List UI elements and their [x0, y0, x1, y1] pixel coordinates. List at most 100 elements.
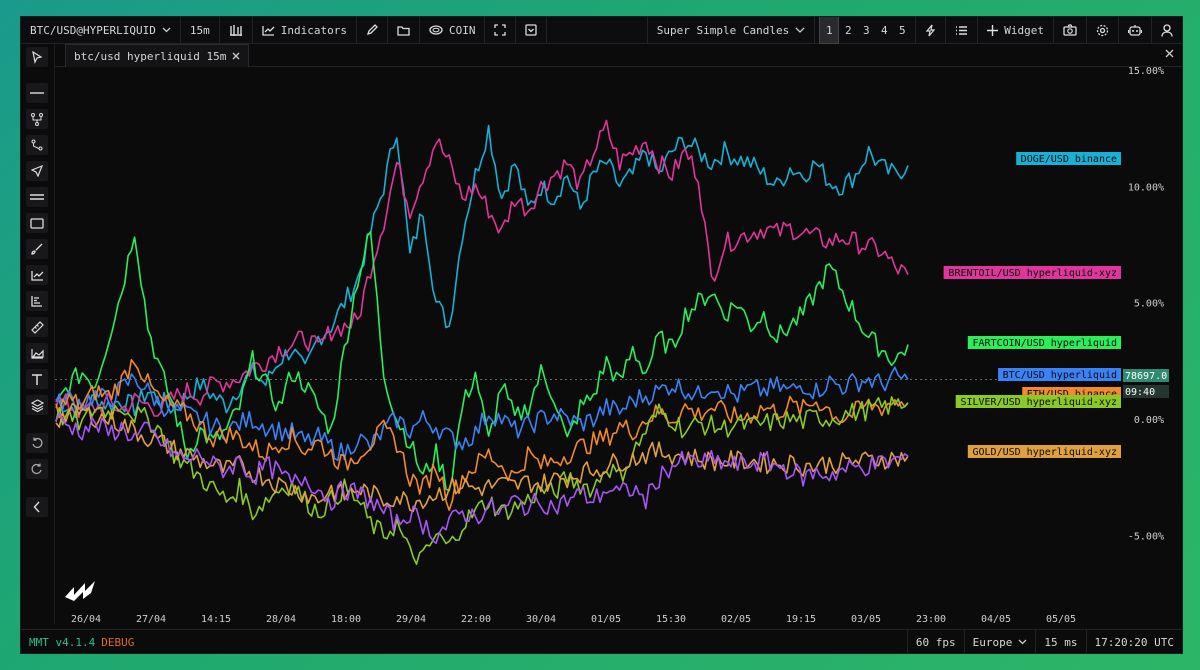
alerts-button[interactable] [916, 17, 947, 43]
layout-3[interactable]: 3 [862, 23, 870, 37]
coin-icon [429, 25, 443, 35]
symbol-label: BTC/USD@HYPERLIQUID [30, 23, 156, 37]
area-chart-icon [30, 348, 44, 359]
chart-tab[interactable]: btc/usd hyperliquid 15m [65, 44, 250, 67]
series-labels: DOGE/USD binance BRENTOIL/USD hyperliquid… [943, 152, 1121, 458]
undo-button[interactable] [26, 433, 48, 453]
robot-icon [1128, 25, 1142, 36]
series-label-box [1016, 152, 1121, 165]
chart-lines [55, 119, 909, 565]
layout-1[interactable]: 1 [819, 17, 840, 44]
bot-button[interactable] [1119, 17, 1152, 43]
account-button[interactable] [1152, 17, 1182, 43]
gear-icon [1096, 24, 1109, 36]
arrow-tool[interactable] [26, 161, 48, 181]
layout-4[interactable]: 4 [880, 23, 888, 37]
folder-button[interactable] [388, 17, 420, 43]
add-widget-button[interactable]: Widget [978, 17, 1054, 43]
path-tool[interactable] [26, 135, 48, 155]
coin-button[interactable]: COIN [420, 17, 486, 43]
draw-button[interactable] [357, 17, 388, 43]
series-line[interactable] [55, 413, 909, 544]
pitchfork-tool[interactable] [26, 109, 48, 129]
nodes-icon [31, 112, 43, 126]
undo-icon [32, 437, 43, 448]
save-button[interactable] [516, 17, 548, 43]
brand-logo [65, 581, 95, 601]
series-label-box [967, 445, 1121, 458]
lightning-icon [925, 24, 936, 36]
series-line[interactable] [55, 396, 909, 565]
settings-button[interactable] [1087, 17, 1119, 43]
x-tick-label: 23:00 [916, 614, 946, 625]
chevron-down-icon [162, 27, 171, 33]
series-label: DOGE/USD binance [1021, 154, 1117, 165]
series-line[interactable] [55, 124, 909, 419]
chart-canvas[interactable]: 15.00% 10.00% 5.00% 0.00% -5.00% 26/04 27/04 1… [21, 17, 1182, 629]
status-right: 60 fps Europe 15 ms 17:20:20 UTC [906, 630, 1182, 653]
text-icon [32, 374, 42, 385]
symbol-selector[interactable]: BTC/USD@HYPERLIQUID [21, 17, 181, 43]
volume-profile-tool[interactable] [26, 291, 48, 311]
parallel-tool[interactable] [26, 187, 48, 207]
plus-icon [987, 24, 999, 36]
chart-tab-bar: btc/usd hyperliquid 15m [54, 44, 1182, 67]
fullscreen-button[interactable] [485, 17, 517, 43]
close-panel-button[interactable] [1165, 46, 1174, 62]
watchlist-button[interactable] [946, 17, 979, 43]
chart-type-button[interactable] [220, 17, 253, 43]
close-icon[interactable] [232, 52, 240, 60]
series-line[interactable] [55, 366, 909, 461]
template-label: Super Simple Candles [656, 23, 790, 37]
series-line[interactable] [55, 230, 909, 492]
widget-label: Widget [1004, 23, 1044, 37]
area-tool[interactable] [26, 343, 48, 363]
y-tick-label: 5.00% [1134, 299, 1164, 310]
series-line[interactable] [55, 402, 909, 513]
y-tick-label: 10.00% [1128, 182, 1164, 193]
brush-tool[interactable] [26, 239, 48, 259]
y-tick-label: -5.00% [1128, 531, 1164, 542]
layout-2[interactable]: 2 [844, 23, 852, 37]
pencil-icon [366, 24, 378, 36]
screenshot-button[interactable] [1054, 17, 1087, 43]
close-icon [1165, 49, 1174, 58]
x-tick-label: 29/04 [396, 614, 426, 625]
x-tick-label: 19:15 [786, 614, 816, 625]
x-tick-label: 22:00 [461, 614, 491, 625]
path-icon [31, 139, 43, 151]
indicators-label: Indicators [280, 23, 347, 37]
top-toolbar: BTC/USD@HYPERLIQUID 15m Indicators COIN [21, 17, 1182, 44]
x-tick-label: 01/05 [591, 614, 621, 625]
parallel-lines-icon [30, 194, 44, 200]
cursor-tool[interactable] [26, 47, 48, 67]
price-label: 78697.0 09:40 [1123, 369, 1169, 398]
redo-icon [31, 463, 42, 474]
forecast-tool[interactable] [26, 265, 48, 285]
text-tool[interactable] [26, 369, 48, 389]
interval-selector[interactable]: 15m [181, 17, 220, 43]
x-tick-label: 28/04 [266, 614, 296, 625]
x-tick-label: 18:00 [331, 614, 361, 625]
rectangle-tool[interactable] [26, 213, 48, 233]
indicators-button[interactable]: Indicators [253, 17, 357, 43]
redo-button[interactable] [26, 459, 48, 479]
trendline-tool[interactable] [26, 83, 48, 103]
layers-icon [30, 398, 44, 412]
series-line[interactable] [55, 358, 909, 511]
region-selector[interactable]: Europe [963, 630, 1036, 653]
x-tick-label: 27/04 [136, 614, 166, 625]
layers-tool[interactable] [26, 395, 48, 415]
layout-5[interactable]: 5 [898, 23, 906, 37]
x-tick-label: 05/05 [1046, 614, 1076, 625]
template-selector[interactable]: Super Simple Candles [646, 17, 816, 43]
logo-icon [65, 581, 95, 601]
price-label-box [1123, 369, 1169, 382]
collapse-sidebar-button[interactable] [26, 497, 48, 517]
measure-tool[interactable] [26, 317, 48, 337]
price-label-text: 78697.0 [1125, 371, 1167, 382]
x-tick-label: 02/05 [721, 614, 751, 625]
debug-badge: DEBUG [101, 635, 135, 649]
fullscreen-icon [494, 24, 507, 36]
series-line[interactable] [55, 119, 909, 419]
